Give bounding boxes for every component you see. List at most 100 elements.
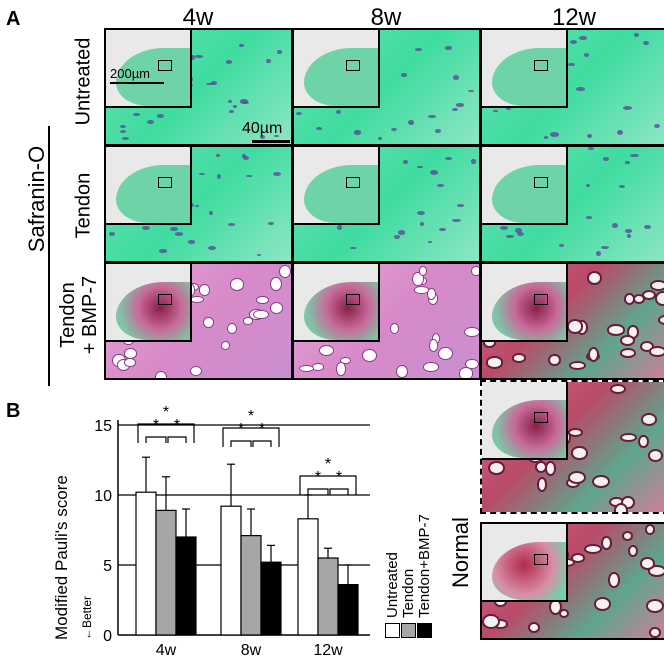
cell-nucleus xyxy=(587,271,603,286)
cell-nucleus xyxy=(211,80,218,86)
scale-label-main: 40µm xyxy=(242,120,283,137)
column-header-4w: 4w xyxy=(182,4,214,31)
cell-nucleus xyxy=(505,106,511,111)
cell-nucleus xyxy=(468,89,475,93)
cell-nucleus xyxy=(227,99,233,104)
significance-bracket-8w-outer xyxy=(222,427,280,447)
legend-label-untreated: Untreated xyxy=(384,552,401,618)
significance-bracket-4w-1 xyxy=(145,436,167,443)
cell-nucleus xyxy=(226,60,233,64)
tissue-section-shape xyxy=(492,48,566,106)
zoom-region-box xyxy=(158,294,172,305)
cell-nucleus xyxy=(644,224,652,230)
cell-nucleus xyxy=(516,232,524,237)
cell-nucleus xyxy=(611,223,618,228)
cell-nucleus xyxy=(512,353,527,363)
cell-nucleus xyxy=(618,184,626,189)
cell-nucleus xyxy=(241,154,247,158)
micrograph-tendon-bmp7-8w xyxy=(292,262,481,380)
cell-nucleus xyxy=(600,535,612,551)
cell-nucleus xyxy=(621,530,634,541)
cell-nucleus xyxy=(216,153,221,157)
cell-nucleus xyxy=(452,74,459,80)
tissue-section-shape xyxy=(116,165,190,223)
micrograph-tendon-bmp7-4w xyxy=(104,262,293,380)
cell-nucleus xyxy=(608,572,620,588)
cell-nucleus xyxy=(299,365,315,373)
cell-nucleus xyxy=(220,340,230,350)
cell-nucleus xyxy=(195,55,203,58)
zoom-region-box xyxy=(346,294,360,305)
cell-nucleus xyxy=(550,132,559,137)
cell-nucleus xyxy=(456,103,464,107)
bar-untreated-4w xyxy=(135,491,157,636)
cell-nucleus xyxy=(228,109,234,113)
zoom-region-box xyxy=(346,60,360,71)
cell-nucleus xyxy=(592,474,611,489)
cell-nucleus xyxy=(420,221,425,226)
cell-nucleus xyxy=(603,157,610,161)
cell-nucleus xyxy=(596,251,602,257)
tissue-section-shape xyxy=(492,542,566,600)
cell-nucleus xyxy=(340,357,352,365)
zoom-region-box xyxy=(534,554,548,565)
tissue-section-shape xyxy=(304,48,378,106)
cell-nucleus xyxy=(456,204,465,207)
cell-nucleus xyxy=(629,154,639,157)
cell-nucleus xyxy=(362,348,378,362)
cell-nucleus xyxy=(208,245,217,250)
low-magnification-inset xyxy=(482,382,568,460)
cell-nucleus xyxy=(156,114,164,118)
x-tick-label-12w: 12w xyxy=(313,642,343,659)
cell-nucleus xyxy=(142,225,150,230)
cell-nucleus xyxy=(438,228,446,231)
cell-nucleus xyxy=(470,265,479,277)
cell-nucleus xyxy=(499,226,508,231)
bar-untreated-8w xyxy=(220,505,242,636)
cell-nucleus xyxy=(312,363,324,371)
cell-nucleus xyxy=(377,136,382,141)
significance-star: * xyxy=(174,417,180,434)
cell-nucleus xyxy=(208,210,214,216)
scale-bar-main xyxy=(252,140,290,143)
legend-label-bmp7: Tendon+BMP-7 xyxy=(416,514,433,618)
legend-swatch-untreated xyxy=(385,623,400,638)
cell-nucleus xyxy=(169,226,179,231)
cell-nucleus xyxy=(396,364,409,378)
tissue-section-shape xyxy=(492,400,566,458)
cell-nucleus xyxy=(253,309,269,320)
cell-nucleus xyxy=(535,461,548,474)
cell-nucleus xyxy=(415,48,423,51)
cell-nucleus xyxy=(319,345,335,357)
cell-nucleus xyxy=(444,45,452,51)
cell-nucleus xyxy=(482,614,501,630)
significance-bracket-8w-2 xyxy=(252,440,272,447)
cell-nucleus xyxy=(416,211,426,216)
significance-bracket-12w-outer xyxy=(299,475,357,495)
row-label-tendon: Tendon xyxy=(72,172,95,239)
cell-nucleus xyxy=(658,314,664,326)
zoom-region-box xyxy=(346,177,360,188)
cell-nucleus xyxy=(653,124,661,129)
cell-nucleus xyxy=(655,290,664,306)
cell-nucleus xyxy=(398,230,405,235)
cell-nucleus xyxy=(336,362,346,376)
significance-bracket-4w-2 xyxy=(167,436,187,443)
cell-nucleus xyxy=(418,266,427,276)
cell-nucleus xyxy=(190,365,202,376)
cell-nucleus xyxy=(648,565,664,577)
zoom-region-box xyxy=(534,294,548,305)
cell-nucleus xyxy=(120,130,126,134)
cell-nucleus xyxy=(108,231,116,236)
cell-nucleus xyxy=(585,183,590,187)
cell-nucleus xyxy=(594,596,612,611)
cell-nucleus xyxy=(217,173,222,179)
cell-nucleus xyxy=(464,326,479,337)
cell-nucleus xyxy=(569,40,577,45)
cell-nucleus xyxy=(587,147,594,151)
cell-nucleus xyxy=(583,544,602,555)
cell-nucleus xyxy=(587,134,592,139)
bar-tendon-4w xyxy=(155,509,177,636)
cell-nucleus xyxy=(625,161,630,165)
scale-bar-inset xyxy=(110,82,164,84)
